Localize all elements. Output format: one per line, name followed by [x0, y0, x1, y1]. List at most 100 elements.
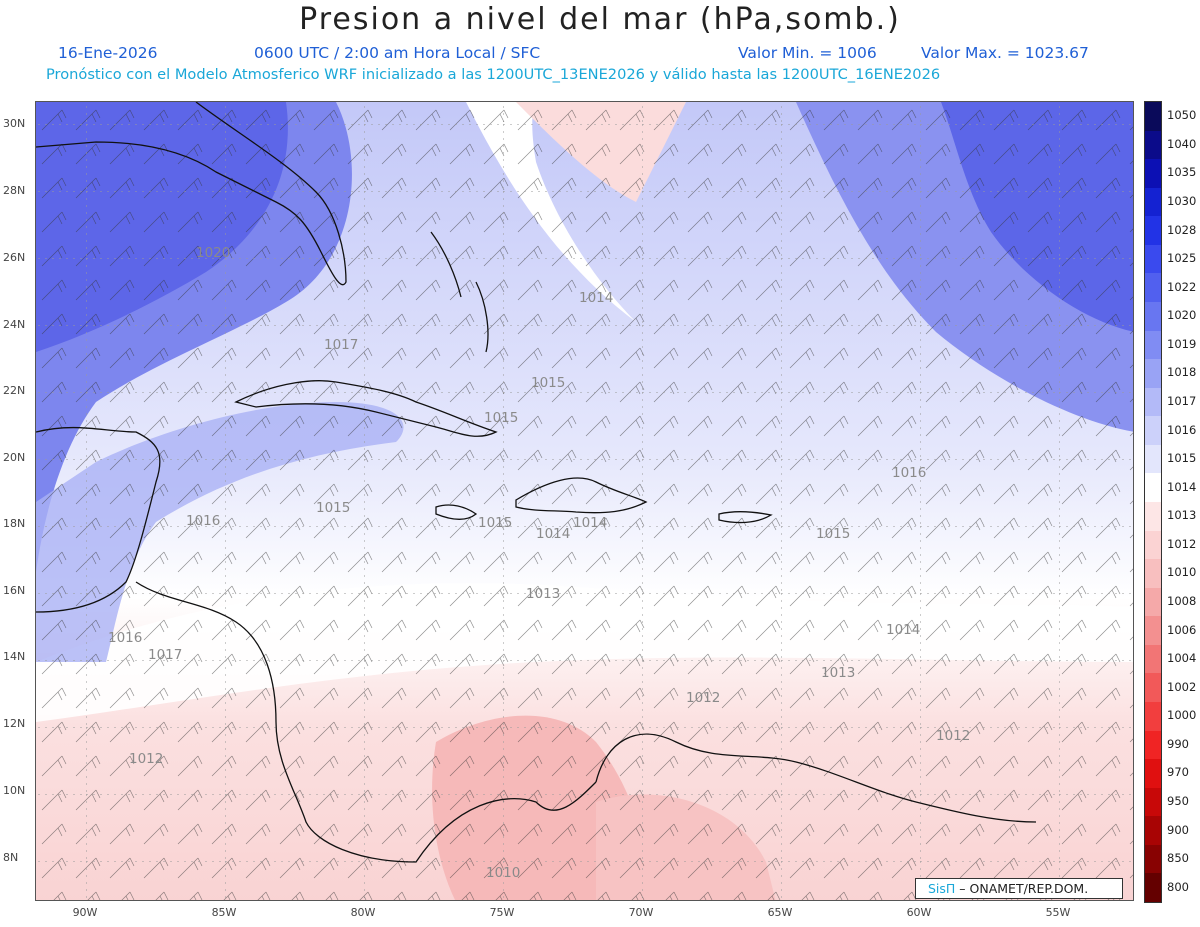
- contour-label: 1014: [886, 622, 920, 638]
- scale-label: 1017: [1167, 394, 1197, 408]
- scale-label: 1002: [1167, 679, 1197, 694]
- lon-tick: 70W: [628, 906, 654, 919]
- contour-label: 1010: [486, 865, 520, 881]
- contour-label: 1014: [336, 102, 370, 106]
- contour-label: 1017: [324, 337, 358, 353]
- max-value: Valor Max. = 1023.67: [921, 44, 1089, 62]
- lat-tick: 26N: [3, 251, 26, 264]
- scale-swatch: [1145, 273, 1161, 303]
- contour-label: 1012: [129, 751, 163, 767]
- pressure-map: 1020 1017 1015 1015 1016 1015 1014 1013 …: [35, 101, 1134, 901]
- scale-swatch: [1145, 159, 1161, 189]
- valid-time: 0600 UTC / 2:00 am Hora Local / SFC: [254, 44, 541, 62]
- contour-label: 1013: [526, 586, 560, 602]
- scale-swatch: [1145, 616, 1161, 646]
- scale-label: 990: [1167, 736, 1189, 751]
- scale-swatch: [1145, 416, 1161, 446]
- scale-swatch: [1145, 787, 1161, 817]
- lat-tick: 18N: [3, 517, 26, 530]
- scale-label: 1013: [1167, 508, 1197, 523]
- scale-swatch: [1145, 216, 1161, 246]
- scale-label: 1014: [1167, 479, 1197, 494]
- sispi-logo: SisΠ: [928, 881, 956, 896]
- lon-tick: 60W: [906, 906, 932, 919]
- scale-swatch: [1145, 844, 1161, 874]
- scale-swatch: [1145, 587, 1161, 617]
- scale-label: 800: [1167, 879, 1189, 894]
- scale-label: 1028: [1167, 222, 1197, 237]
- scale-swatch: [1145, 187, 1161, 217]
- credit-box: SisΠ – ONAMET/REP.DOM.: [915, 878, 1123, 899]
- scale-swatch: [1145, 130, 1161, 160]
- contour-label: 1015: [478, 515, 512, 531]
- lat-tick: 10N: [3, 784, 26, 797]
- contour-label: 1016: [186, 513, 220, 529]
- scale-label: 1020: [1167, 308, 1197, 323]
- scale-label: 1025: [1167, 251, 1197, 266]
- scale-swatch: [1145, 330, 1161, 360]
- lon-tick: 75W: [489, 906, 515, 919]
- scale-label: 1010: [1167, 565, 1197, 580]
- lat-tick: 24N: [3, 318, 26, 331]
- contour-label: 1015: [316, 500, 350, 516]
- lat-tick: 20N: [3, 451, 26, 464]
- scale-swatch: [1145, 644, 1161, 674]
- scale-label: 1022: [1167, 279, 1197, 294]
- scale-swatch: [1145, 387, 1161, 417]
- contour-label: 1016: [892, 465, 926, 481]
- credit-text: – ONAMET/REP.DOM.: [955, 881, 1089, 896]
- forecast-info: Pronóstico con el Modelo Atmosferico WRF…: [46, 66, 941, 83]
- scale-label: 850: [1167, 851, 1189, 866]
- scale-label: 1050: [1167, 108, 1197, 123]
- contour-label: 1014: [573, 515, 607, 531]
- scale-swatch: [1145, 673, 1161, 703]
- scale-swatch: [1145, 559, 1161, 589]
- lon-tick: 80W: [350, 906, 376, 919]
- scale-swatch: [1145, 530, 1161, 560]
- scale-swatch: [1145, 702, 1161, 732]
- contour-label: 1014: [579, 290, 613, 306]
- scale-label: 1018: [1167, 365, 1197, 380]
- scale-label: 1019: [1167, 336, 1197, 351]
- contour-label: 1017: [148, 647, 182, 663]
- min-value: Valor Min. = 1006: [738, 44, 877, 62]
- scale-label: 1012: [1167, 536, 1197, 551]
- scale-swatch: [1145, 873, 1161, 903]
- scale-swatch: [1145, 102, 1161, 132]
- lon-tick: 65W: [767, 906, 793, 919]
- contour-label: 1020: [196, 245, 230, 261]
- scale-label: 1016: [1167, 422, 1197, 437]
- scale-label: 970: [1167, 765, 1189, 780]
- lon-tick: 90W: [72, 906, 98, 919]
- scale-swatch: [1145, 816, 1161, 846]
- scale-label: 1030: [1167, 194, 1197, 208]
- scale-swatch: [1145, 759, 1161, 789]
- scale-label: 1008: [1167, 594, 1197, 608]
- scale-label: 1004: [1167, 651, 1197, 666]
- scale-swatch: [1145, 359, 1161, 389]
- scale-swatch: [1145, 444, 1161, 474]
- scale-swatch: [1145, 244, 1161, 274]
- contour-label: 1015: [484, 410, 518, 426]
- lat-tick: 12N: [3, 717, 26, 730]
- lat-tick: 30N: [3, 117, 26, 130]
- contour-label: 1012: [936, 728, 970, 744]
- scale-label: 1035: [1167, 165, 1197, 180]
- scale-swatch: [1145, 502, 1161, 532]
- scale-label: 1000: [1167, 708, 1197, 723]
- lon-tick: 55W: [1045, 906, 1071, 919]
- contour-label: 1016: [108, 630, 142, 646]
- scale-label: 1015: [1167, 451, 1197, 466]
- contour-label: 1015: [816, 526, 850, 542]
- map-title: Presion a nivel del mar (hPa,somb.): [299, 2, 901, 37]
- lat-tick: 16N: [3, 584, 26, 597]
- valid-date: 16-Ene-2026: [58, 44, 158, 62]
- lat-tick: 22N: [3, 384, 26, 397]
- scale-label: 950: [1167, 794, 1189, 808]
- contour-label: 1015: [531, 375, 565, 391]
- lat-tick: 14N: [3, 650, 26, 663]
- scale-swatch: [1145, 473, 1161, 503]
- scale-label: 1006: [1167, 622, 1197, 637]
- contour-label: 1013: [821, 665, 855, 681]
- contour-label: 1014: [536, 526, 570, 542]
